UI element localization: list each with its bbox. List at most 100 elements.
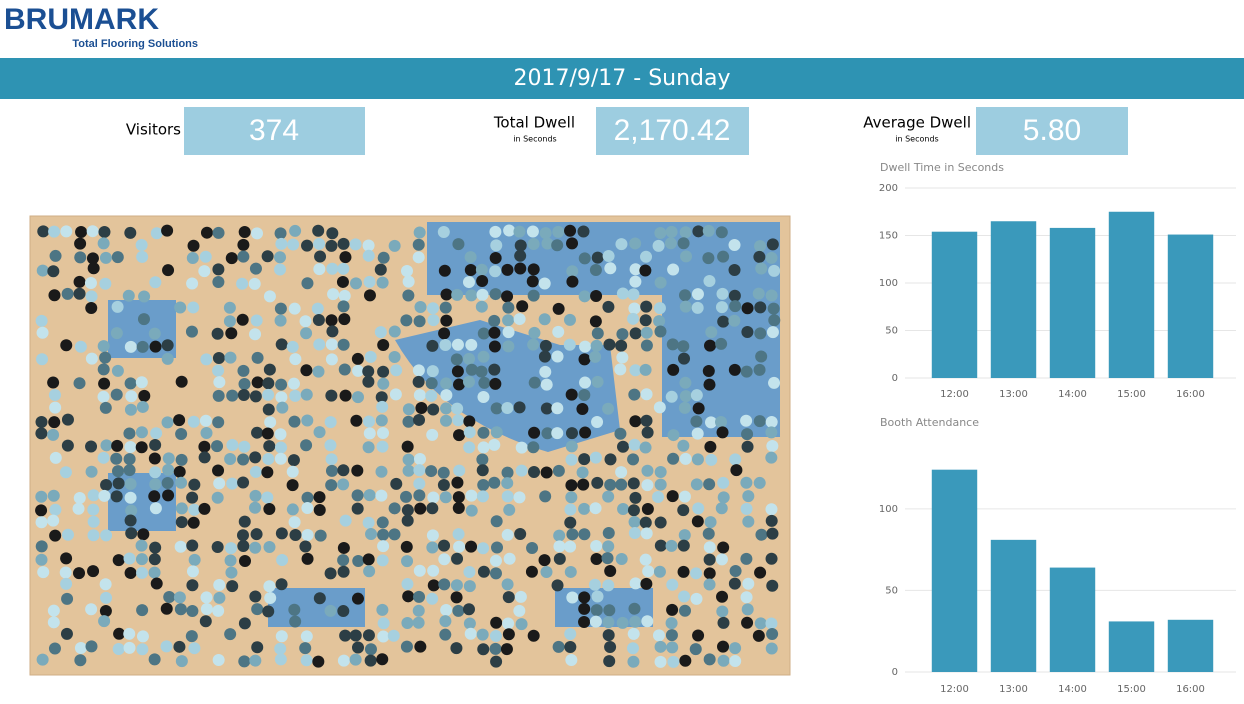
visitor-dot (666, 603, 679, 616)
visitor-dot (539, 227, 552, 240)
visitor-dot (274, 314, 287, 327)
visitor-dot (135, 539, 148, 552)
visitor-dot (475, 300, 488, 313)
visitor-dot (602, 250, 615, 263)
visitor-dot (60, 577, 73, 590)
visitor-dot (362, 249, 375, 262)
visitor-dot (591, 415, 604, 428)
visitor-dot (199, 250, 212, 263)
visitor-dot (48, 225, 61, 238)
visitor-dot (742, 577, 755, 590)
visitor-dot (540, 466, 553, 479)
visitor-dot (59, 566, 72, 579)
visitor-dot (174, 301, 187, 314)
visitor-dot (74, 251, 87, 264)
visitor-dot (136, 250, 149, 263)
visitor-dot (477, 542, 490, 555)
visitor-dot (729, 300, 742, 313)
visitor-dot (654, 276, 667, 289)
visitor-dot (677, 539, 690, 552)
visitor-dot (565, 653, 578, 666)
visitor-dot (766, 579, 779, 592)
visitor-dot (377, 377, 390, 390)
visitor-dot (500, 643, 513, 656)
visitor-dot (387, 629, 400, 642)
bar (1049, 227, 1096, 378)
visitor-dot (275, 527, 288, 540)
visitor-dot (462, 375, 475, 388)
visitor-dot (426, 541, 439, 554)
visitor-dot (238, 377, 251, 390)
visitor-dot (642, 565, 655, 578)
visitor-dot (300, 364, 313, 377)
visitor-dot (36, 326, 49, 339)
visitor-dot (715, 502, 728, 515)
visitor-dot (236, 277, 249, 290)
visitor-dot (362, 415, 375, 428)
visitor-dot (412, 238, 425, 251)
visitor-dot (149, 478, 162, 491)
visitor-dot (729, 565, 742, 578)
visitor-dot (576, 466, 589, 479)
visitor-dot (440, 414, 453, 427)
visitor-dot (741, 440, 754, 453)
visitor-dot (728, 289, 741, 302)
visitor-dot (590, 552, 603, 565)
visitor-dot (375, 391, 388, 404)
visitor-dot (199, 414, 212, 427)
visitor-dot (362, 375, 375, 388)
visitor-dot (98, 225, 111, 238)
visitor-dot (564, 565, 577, 578)
visitor-dot (87, 489, 100, 502)
visitor-dot (652, 629, 665, 642)
visitor-dot (728, 314, 741, 327)
visitor-dot (426, 502, 439, 515)
visitor-dot (111, 251, 124, 264)
visitor-dot (364, 654, 377, 667)
visitor-dot (123, 427, 136, 440)
visitor-dot (578, 528, 591, 541)
visitor-dot (578, 591, 591, 604)
visitor-dot (400, 314, 413, 327)
visitor-dot (515, 464, 528, 477)
visitor-dot (765, 642, 778, 655)
visitor-dot (426, 302, 439, 315)
visitor-dot (97, 340, 110, 353)
visitor-dot (261, 466, 274, 479)
visitor-dot (213, 477, 226, 490)
visitor-dot (160, 640, 173, 653)
visitor-dot (349, 629, 362, 642)
visitor-dot (742, 515, 755, 528)
visitor-dot (251, 426, 264, 439)
visitor-dot (135, 238, 148, 251)
visitor-dot (641, 502, 654, 515)
visitor-dot (502, 301, 515, 314)
visitor-dot (188, 642, 201, 655)
visitor-dot (138, 389, 151, 402)
visitor-dot (377, 338, 390, 351)
visitor-dot (388, 325, 401, 338)
visitor-dot (766, 527, 779, 540)
visitor-dot (564, 628, 577, 641)
visitor-dot (477, 643, 490, 656)
visitor-dot (452, 528, 465, 541)
visitor-dot (60, 225, 73, 238)
visitor-dot (249, 590, 262, 603)
visitor-dot (239, 555, 252, 568)
visitor-dot (413, 590, 426, 603)
visitor-dot (716, 426, 729, 439)
visitor-dot (652, 239, 665, 252)
visitor-dot (238, 225, 251, 238)
visitor-dot (98, 615, 111, 628)
visitor-dot (489, 642, 502, 655)
visitor-dot (501, 290, 514, 303)
visitor-dot (377, 540, 390, 553)
visitor-dot (224, 453, 237, 466)
visitor-dot (415, 402, 428, 415)
visitor-dot (337, 605, 350, 618)
visitor-dot (125, 527, 138, 540)
visitor-dot (553, 540, 566, 553)
visitor-dot (238, 515, 251, 528)
visitor-dot (412, 375, 425, 388)
visitor-dot (501, 528, 514, 541)
